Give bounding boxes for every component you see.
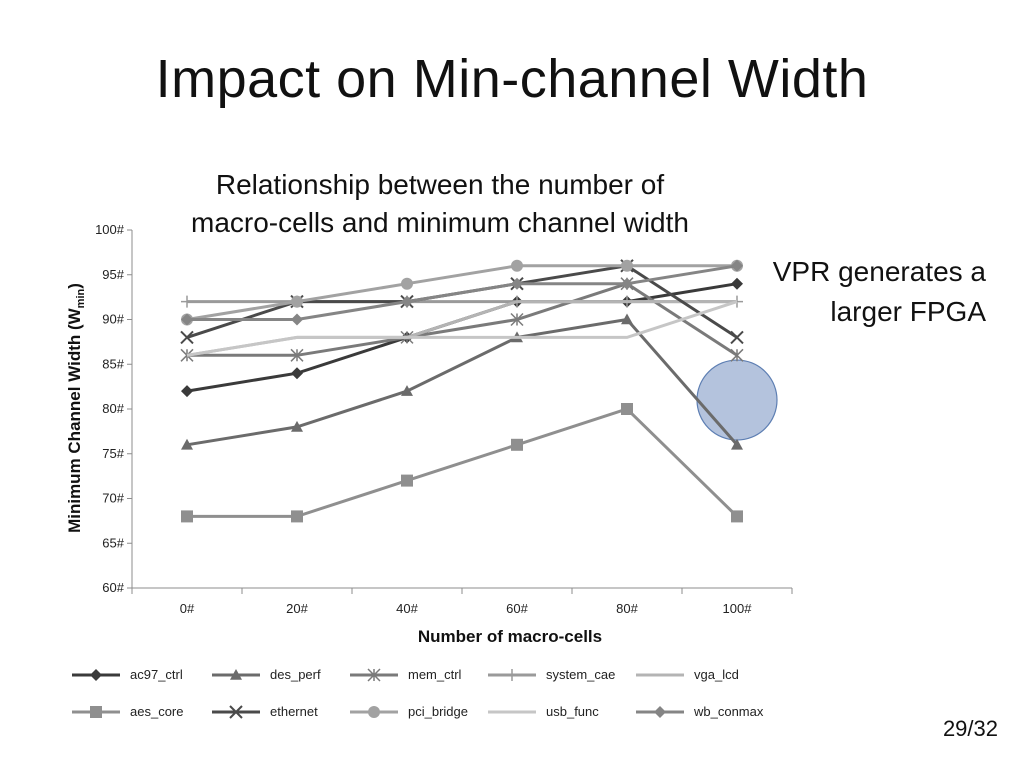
data-point-aes_core <box>401 474 413 487</box>
legend-label-wb_conmax: wb_conmax <box>693 704 764 719</box>
data-point-wb_conmax <box>181 313 193 326</box>
series-line-wb_conmax <box>187 264 738 321</box>
y-tick-label: 100# <box>95 222 125 237</box>
legend-item-aes_core: aes_core <box>72 704 183 719</box>
x-tick-label: 80# <box>616 601 638 616</box>
y-tick-label: 80# <box>102 401 124 416</box>
x-tick-label: 40# <box>396 601 418 616</box>
legend-label-vga_lcd: vga_lcd <box>694 667 739 682</box>
legend-label-system_cae: system_cae <box>546 667 615 682</box>
data-point-ethernet <box>730 330 744 345</box>
data-point-pci_bridge <box>621 259 633 272</box>
data-point-aes_core <box>511 438 523 451</box>
legend-item-ac97_ctrl: ac97_ctrl <box>72 667 183 682</box>
series-line-des_perf <box>186 317 739 447</box>
data-point-pci_bridge <box>291 295 303 308</box>
x-tick-label: 0# <box>180 601 195 616</box>
legend-marker-ethernet <box>229 705 243 719</box>
slide-title: Impact on Min-channel Width <box>155 49 869 109</box>
legend-item-pci_bridge: pci_bridge <box>350 704 468 719</box>
y-tick-label: 85# <box>102 356 124 371</box>
callout-text: VPR generates a larger FPGA <box>726 252 986 332</box>
data-point-des_perf <box>731 438 743 450</box>
series-line-usb_func <box>186 300 738 357</box>
x-tick-label: 20# <box>286 601 308 616</box>
legend-marker-wb_conmax <box>654 706 666 718</box>
data-point-des_perf <box>291 420 303 432</box>
page-number: 29/32 <box>942 716 998 741</box>
legend: ac97_ctrl des_perf mem_ctrl system_cae vga_l… <box>72 667 764 719</box>
plot-area: 60# 65# 70# 75# 80# 85# 90# 95# 100# 0# 20# 40# 60# 8… <box>95 222 793 616</box>
data-point-aes_core <box>291 510 303 523</box>
series-wb_conmax <box>181 259 743 326</box>
legend-marker-des_perf <box>230 669 242 680</box>
y-tick-label: 95# <box>102 267 124 282</box>
x-axis-label: Number of macro-cells <box>418 627 602 646</box>
legend-item-ethernet: ethernet <box>212 704 318 719</box>
data-point-ac97_ctrl <box>291 367 303 380</box>
legend-label-pci_bridge: pci_bridge <box>408 704 468 719</box>
data-point-wb_conmax <box>291 313 303 326</box>
data-point-aes_core <box>621 403 633 415</box>
legend-label-ac97_ctrl: ac97_ctrl <box>130 667 183 682</box>
legend-marker-pci_bridge <box>368 706 380 718</box>
y-tick-label: 65# <box>102 535 124 550</box>
x-tick-label: 100# <box>723 601 753 616</box>
data-point-aes_core <box>181 510 193 523</box>
y-tick-label: 60# <box>102 580 124 595</box>
data-point-ethernet <box>180 330 194 345</box>
data-point-des_perf <box>401 385 413 396</box>
data-point-wb_conmax <box>731 259 743 272</box>
x-tick-label: 60# <box>506 601 528 616</box>
legend-label-aes_core: aes_core <box>130 704 183 719</box>
data-point-mem_ctrl <box>730 348 744 362</box>
data-point-wb_conmax <box>621 277 633 290</box>
legend-marker-mem_ctrl <box>367 668 381 682</box>
legend-marker-aes_core <box>90 706 102 718</box>
series-line-aes_core <box>187 407 739 518</box>
y-axis-label-subscript: min <box>75 288 87 308</box>
series-usb_func <box>186 300 738 357</box>
series-des_perf <box>181 313 743 450</box>
callout-line-1: VPR generates a <box>772 256 986 287</box>
legend-item-usb_func: usb_func <box>488 704 599 719</box>
data-point-mem_ctrl <box>290 348 304 362</box>
data-point-wb_conmax <box>511 277 523 290</box>
series-line-mem_ctrl <box>187 282 738 357</box>
legend-label-des_perf: des_perf <box>270 667 321 682</box>
legend-item-des_perf: des_perf <box>212 667 321 682</box>
y-tick-label: 75# <box>102 446 124 461</box>
y-axis-label: Minimum Channel Width (Wmin) <box>65 283 87 533</box>
legend-item-mem_ctrl: mem_ctrl <box>350 667 462 682</box>
data-point-mem_ctrl <box>510 312 524 327</box>
callout-line-2: larger FPGA <box>830 296 986 327</box>
y-axis-label-main: Minimum Channel Width (W <box>65 307 84 533</box>
highlight-ellipse <box>696 359 778 441</box>
legend-marker-ac97_ctrl <box>90 669 102 681</box>
legend-item-system_cae: system_cae <box>488 667 615 682</box>
data-point-des_perf <box>181 438 193 450</box>
data-point-ac97_ctrl <box>731 277 743 290</box>
data-point-ac97_ctrl <box>181 385 193 398</box>
y-tick-label: 90# <box>102 312 124 327</box>
data-point-pci_bridge <box>511 259 523 272</box>
data-point-system_cae <box>181 295 193 308</box>
legend-item-wb_conmax: wb_conmax <box>636 704 764 719</box>
legend-label-usb_func: usb_func <box>546 704 599 719</box>
data-point-wb_conmax <box>401 295 413 308</box>
data-point-des_perf <box>621 313 633 325</box>
legend-label-ethernet: ethernet <box>270 704 318 719</box>
chart-title-line-2: macro-cells and minimum channel width <box>191 207 689 238</box>
data-point-aes_core <box>731 510 743 523</box>
series-aes_core <box>181 403 743 523</box>
data-point-pci_bridge <box>401 277 413 290</box>
legend-marker-system_cae <box>506 669 518 681</box>
chart-title-line-1: Relationship between the number of <box>216 169 665 200</box>
legend-item-vga_lcd: vga_lcd <box>636 667 739 682</box>
y-tick-label: 70# <box>102 491 124 506</box>
series-line-pci_bridge <box>186 264 737 321</box>
y-axis-label-close: ) <box>65 283 84 289</box>
legend-label-mem_ctrl: mem_ctrl <box>408 667 462 682</box>
